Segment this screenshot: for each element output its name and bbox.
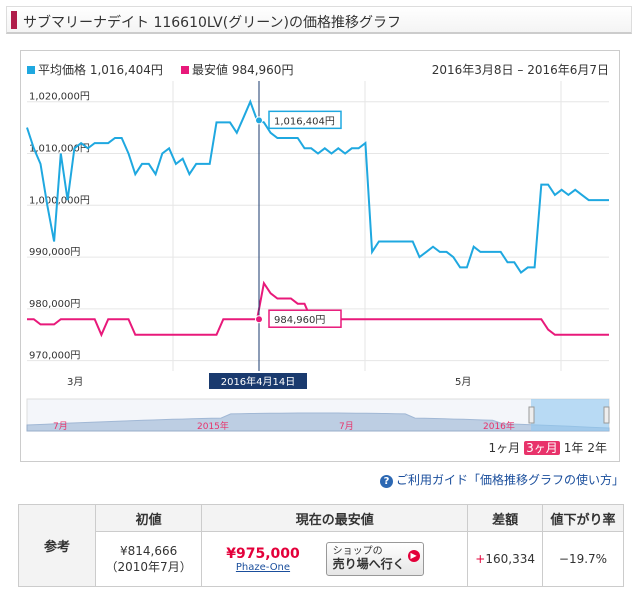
shop-button-label: 売り場へ行く <box>332 557 405 571</box>
tooltip-min-box <box>268 309 342 328</box>
header-drop: 値下がり率 <box>541 504 625 532</box>
reference-table: 参考 初値 現在の最安値 差額 値下がり率 ¥814,666 （2010年7月）… <box>18 504 625 587</box>
diff-cell: +160,334 <box>467 531 543 587</box>
range-button-2[interactable]: 1年 <box>563 441 584 455</box>
drop-rate: −19.7% <box>558 552 608 566</box>
question-icon: ? <box>379 475 393 488</box>
legend-min-label: 最安値 984,960円 <box>192 63 294 77</box>
crosshair-date-box <box>209 373 307 389</box>
legend-avg-swatch <box>27 66 35 74</box>
range-buttons: 1ヶ月 3ヶ月 1年 2年 <box>484 439 607 456</box>
reference-label: 参考 <box>18 504 96 587</box>
min-marker <box>255 315 263 324</box>
chart-plot: 970,000円 980,000円 990,000円 1,000,000円 1,010,… <box>26 81 610 432</box>
tooltip-min-text: 984,960円 <box>274 315 325 326</box>
shop-button-caption: ショップの <box>332 546 383 557</box>
navigator-area <box>26 412 610 432</box>
navigator-label: 2016年 <box>483 420 515 432</box>
legend-min[interactable]: 最安値 984,960円 <box>181 61 293 78</box>
range-button-0[interactable]: 1ヶ月 <box>488 441 521 455</box>
date-range: 2016年3月8日 – 2016年6月7日 <box>431 63 609 77</box>
x-tick-label: 3月 <box>67 376 83 388</box>
initial-price: ¥814,666 <box>119 543 178 558</box>
y-tick-label: 980,000円 <box>29 299 80 310</box>
y-tick-label: 1,000,000円 <box>29 195 90 206</box>
y-tick-label: 1,010,000円 <box>29 144 90 155</box>
header-initial: 初値 <box>94 504 203 532</box>
navigator-handle-right <box>603 406 610 424</box>
tooltip-avg: 1,016,404円 <box>268 110 342 130</box>
header-diff: 差額 <box>467 504 543 532</box>
header-current: 現在の最安値 <box>201 504 469 532</box>
page-title: サブマリーナデイト 116610LV(グリーン)の価格推移グラフ <box>23 15 401 31</box>
diff-value: +160,334 <box>475 552 535 566</box>
crosshair-date: 2016年4月14日 <box>221 375 296 388</box>
go-to-shop-button[interactable]: ショップの 売り場へ行く ▶ <box>325 542 424 576</box>
tooltip-avg-box <box>268 110 342 130</box>
navigator-label: 7月 <box>53 421 68 432</box>
series-line-avg <box>26 98 609 275</box>
usage-guide-text: ご利用ガイド「価格推移グラフの使い方」 <box>395 473 624 487</box>
price-chart: 平均価格 1,016,404円 最安値 984,960円 2016年3月8日 –… <box>20 50 620 462</box>
legend-min-swatch <box>181 66 189 74</box>
usage-guide-link[interactable]: ? ご利用ガイド「価格推移グラフの使い方」 <box>379 471 624 488</box>
tooltip-min: 984,960円 <box>268 309 342 328</box>
range-button-3[interactable]: 2年 <box>587 441 607 455</box>
legend-avg[interactable]: 平均価格 1,016,404円 <box>27 61 163 78</box>
y-tick-label: 970,000円 <box>29 351 80 362</box>
navigator-label: 7月 <box>339 421 354 432</box>
arrow-right-icon: ▶ <box>407 550 420 562</box>
x-tick-label: 5月 <box>455 376 471 388</box>
drop-rate-cell: −19.7% <box>541 531 625 587</box>
current-price-cell: ¥975,000 Phaze-One ショップの 売り場へ行く ▶ <box>201 531 469 587</box>
navigator-handle-left <box>528 406 535 424</box>
navigator-label: 2015年 <box>197 420 229 432</box>
initial-date: （2010年7月） <box>105 559 192 574</box>
legend-avg-label: 平均価格 1,016,404円 <box>38 63 163 77</box>
current-price: ¥975,000 <box>226 545 300 562</box>
shop-link[interactable]: Phaze-One <box>235 561 291 573</box>
initial-price-cell: ¥814,666 （2010年7月） <box>94 531 203 587</box>
page-title-bar: サブマリーナデイト 116610LV(グリーン)の価格推移グラフ <box>6 6 632 34</box>
range-button-1[interactable]: 3ヶ月 <box>524 441 560 455</box>
tooltip-avg-text: 1,016,404円 <box>274 116 335 127</box>
y-tick-label: 990,000円 <box>29 247 80 258</box>
navigator-selection <box>531 399 609 431</box>
avg-marker <box>255 116 263 125</box>
title-marker <box>11 11 17 29</box>
y-tick-label: 1,020,000円 <box>29 92 90 103</box>
